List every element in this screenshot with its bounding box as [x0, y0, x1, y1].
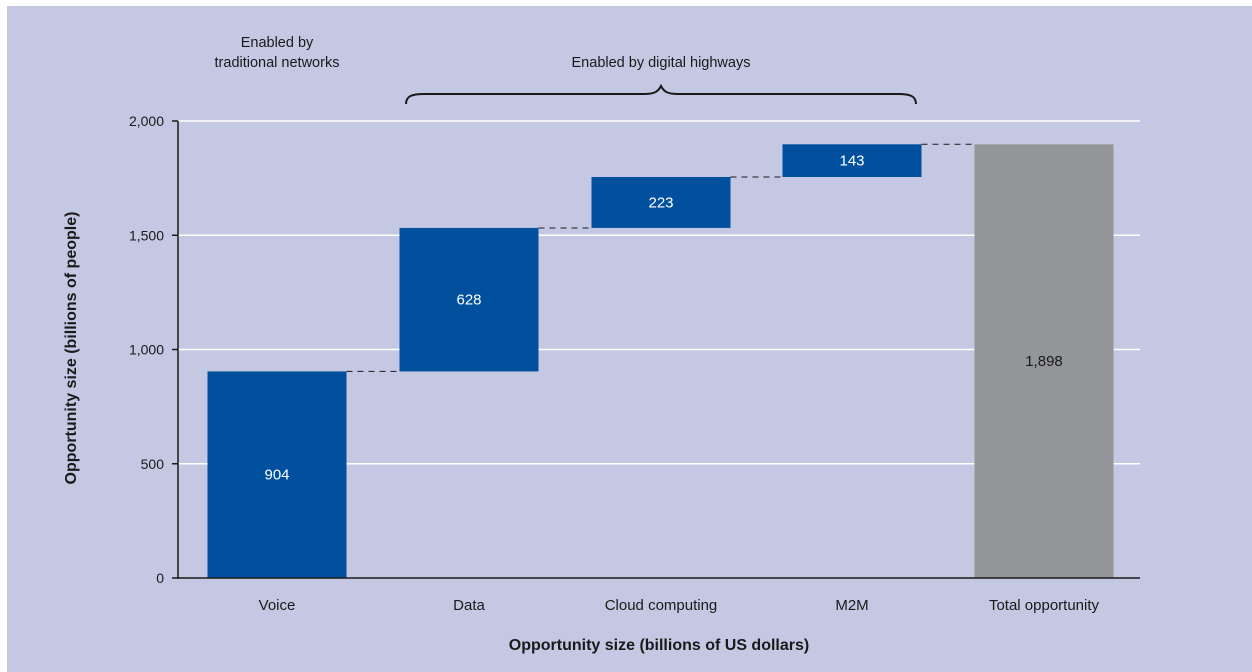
brace-icon	[405, 83, 917, 105]
bar-data	[399, 227, 539, 372]
bar-value-label: 1,898	[1025, 353, 1063, 370]
annotation-traditional-line1: Enabled by	[241, 35, 314, 51]
x-category-label: Cloud computing	[605, 597, 718, 614]
y-axis-title: Opportunity size (billions of people)	[63, 212, 80, 485]
labels: 0 500 1,000 1,500 2,000 904 Voice 628 Data 223 Clo…	[129, 113, 1100, 614]
bar-cloud-computing	[591, 176, 731, 228]
y-tick-label: 2,000	[129, 113, 164, 129]
bar-value-label: 143	[839, 153, 864, 170]
bar-voice	[207, 371, 347, 578]
y-tick-label: 0	[156, 570, 164, 586]
annotation-digital: Enabled by digital highways	[405, 55, 917, 105]
bar-value-label: 628	[456, 292, 481, 309]
axes	[177, 121, 1140, 579]
bars	[207, 144, 1114, 578]
x-category-label: Total opportunity	[989, 597, 1100, 614]
y-tick-label: 1,000	[129, 342, 164, 358]
x-category-label: Voice	[259, 597, 296, 614]
annotation-traditional-line2: traditional networks	[215, 55, 340, 71]
y-tick-label: 500	[141, 456, 165, 472]
bar-total-opportunity	[974, 144, 1114, 578]
annotation-digital-label: Enabled by digital highways	[572, 55, 751, 71]
x-category-label: M2M	[835, 597, 868, 614]
y-tick-label: 1,500	[129, 227, 164, 243]
connectors	[346, 143, 975, 372]
bar-value-label: 904	[264, 467, 289, 484]
bar-value-label: 223	[648, 194, 673, 211]
annotation-traditional: Enabled by traditional networks	[215, 35, 340, 71]
bar-m2m	[782, 144, 922, 177]
x-category-label: Data	[453, 597, 485, 614]
x-axis-title: Opportunity size (billions of US dollars…	[509, 637, 809, 654]
